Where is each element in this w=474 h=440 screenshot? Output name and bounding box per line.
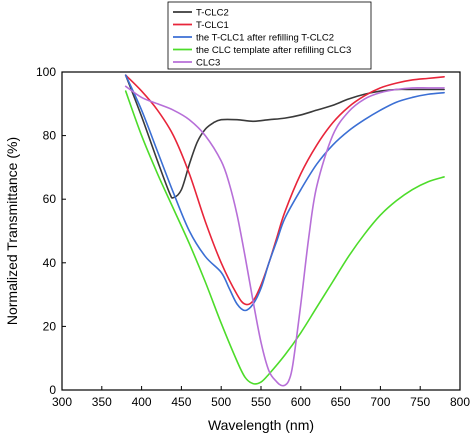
series-line-1 [124, 74, 445, 199]
y-tick-label: 60 [43, 192, 57, 206]
y-tick-label: 80 [43, 129, 57, 143]
y-tick-label: 20 [43, 319, 57, 333]
x-axis-title: Wavelength (nm) [208, 417, 314, 433]
y-axis-title: Normalized Transmittance (%) [4, 137, 20, 325]
x-tick-label: 550 [251, 395, 271, 409]
legend-box [167, 1, 372, 70]
legend-label: T-CLC1 [196, 20, 229, 31]
legend-label: the CLC template after refilling CLC3 [196, 45, 351, 56]
legend-label: the T-CLC1 after refilling T-CLC2 [196, 33, 334, 44]
series-layer [124, 74, 445, 387]
x-axis: 300 350 400 450 500 550 600 650 700 750 800 [52, 386, 470, 409]
series-line-5 [124, 85, 445, 387]
x-tick-label: 300 [52, 395, 72, 409]
legend-label: T-CLC2 [196, 8, 229, 19]
x-tick-label: 350 [92, 395, 112, 409]
x-tick-label: 700 [370, 395, 390, 409]
y-tick-label: 100 [36, 65, 56, 79]
x-tick-label: 800 [450, 395, 470, 409]
x-tick-label: 750 [410, 395, 430, 409]
y-tick-label: 0 [49, 383, 56, 397]
x-tick-label: 500 [211, 395, 231, 409]
series-line-4 [124, 90, 445, 385]
x-tick-label: 450 [171, 395, 191, 409]
x-tick-label: 400 [132, 395, 152, 409]
y-axis: 0 20 40 60 80 100 [36, 65, 66, 397]
legend-label: CLC3 [196, 58, 220, 69]
x-tick-label: 650 [331, 395, 351, 409]
x-tick-label: 600 [291, 395, 311, 409]
y-tick-label: 40 [43, 256, 57, 270]
series-line-3 [124, 74, 445, 312]
